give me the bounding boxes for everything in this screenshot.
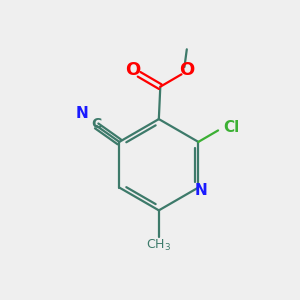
Text: N: N [76, 106, 88, 121]
Text: O: O [179, 61, 194, 79]
Text: Cl: Cl [223, 120, 239, 135]
Text: C: C [92, 117, 102, 131]
Text: N: N [194, 183, 207, 198]
Text: O: O [125, 61, 140, 79]
Text: CH$_3$: CH$_3$ [146, 238, 171, 253]
